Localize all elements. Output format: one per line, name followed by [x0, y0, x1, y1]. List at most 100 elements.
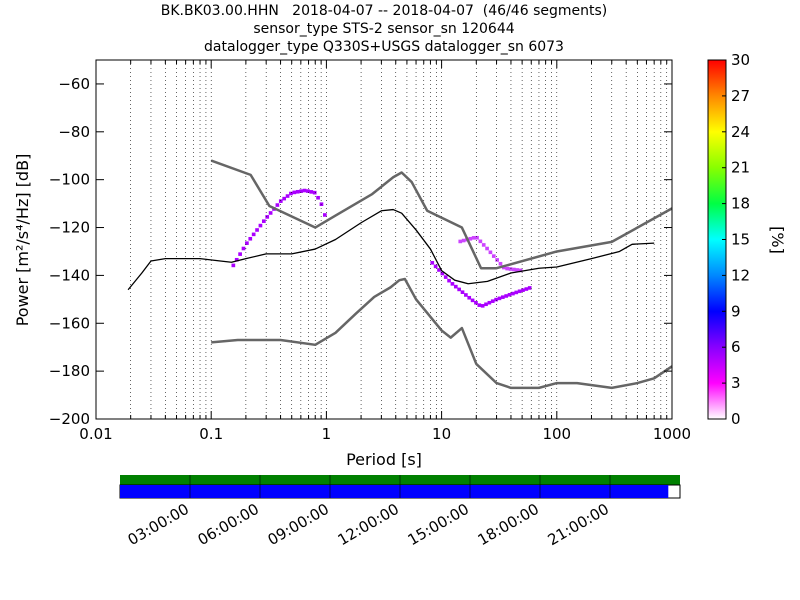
y-tick-label: −200 [49, 410, 90, 428]
outlier-high-cell [258, 223, 263, 228]
y-tick-label: −160 [49, 314, 90, 332]
outlier-mid-cell [481, 243, 486, 247]
colorbar-tick-label: 3 [731, 374, 741, 392]
outlier-mid-cell [508, 267, 513, 271]
outlier-high-cell [245, 241, 249, 245]
y-axis-label: Power [m²/s⁴/Hz] [dB] [13, 154, 32, 327]
colorbar-tick-label: 27 [731, 87, 750, 105]
outlier-low-cell [507, 292, 512, 297]
outlier-high-cell [275, 203, 280, 207]
outlier-low-cell [447, 278, 451, 283]
timeline-tick-label: 12:00:00 [335, 500, 402, 549]
outlier-low-cell [497, 296, 502, 301]
outlier-high-cell [299, 189, 303, 193]
outlier-low-cell [484, 302, 488, 307]
x-tick-label: 0.01 [79, 425, 112, 443]
outlier-low-cell [527, 286, 532, 290]
outlier-high-cell [268, 211, 273, 215]
outlier-low-cell [453, 284, 458, 289]
lower-noise-model-line [211, 277, 673, 390]
outlier-mid-cell [461, 238, 466, 243]
y-tick-label: −180 [49, 362, 90, 380]
outlier-low-cell [521, 288, 525, 292]
colorbar-tick-label: 9 [731, 302, 741, 320]
outlier-low-cell [511, 291, 515, 296]
outlier-mid-cell [468, 236, 473, 241]
colorbar-tick-label: 30 [731, 51, 750, 69]
mode-line [127, 208, 655, 291]
outlier-mid-cell [505, 266, 510, 271]
outlier-high-cell [302, 188, 307, 193]
outlier-low-cell [443, 275, 448, 279]
outlier-high-cell [285, 194, 290, 198]
outlier-high-cell [261, 219, 266, 223]
outlier-mid-cell [491, 254, 496, 258]
outlier-low-cell [524, 287, 529, 291]
outlier-high-cell [312, 190, 317, 195]
x-tick-label: 0.1 [199, 425, 223, 443]
timeline-tick-label: 21:00:00 [545, 500, 612, 549]
timeline-tick-label: 03:00:00 [125, 500, 192, 549]
outlier-high-cell [234, 257, 239, 262]
timeline-tick-label: 09:00:00 [265, 500, 332, 549]
outlier-high-cell [282, 196, 287, 201]
outlier-low-cell [490, 299, 495, 303]
vertical-grid [130, 60, 668, 419]
timeline-tick-label: 06:00:00 [195, 500, 262, 549]
outlier-low-cell [494, 297, 498, 302]
y-tick-label: −60 [58, 75, 90, 93]
x-tick-label: 1000 [653, 425, 691, 443]
outlier-low-cell [460, 290, 465, 294]
colorbar-tick-label: 18 [731, 195, 750, 213]
outlier-high-cell [306, 189, 310, 193]
x-tick-label: 10 [432, 425, 451, 443]
y-tick-label: −100 [49, 171, 90, 189]
outlier-low-cell [457, 287, 461, 292]
x-axis: 0.01 0.1 1 10 100 1000 [79, 60, 691, 443]
outlier-high-cell [248, 236, 253, 241]
outlier-high-cell [241, 246, 246, 251]
outlier-high-cell [319, 202, 324, 206]
timeline-tick-label: 15:00:00 [405, 500, 472, 549]
outlier-high-cell [316, 195, 320, 200]
y-tick-label: −80 [58, 123, 90, 141]
outlier-high-cell [231, 263, 236, 268]
outlier-high-cell [265, 215, 270, 219]
outlier-low-cell [430, 261, 435, 265]
model-curves [127, 159, 673, 390]
colorbar-tick-label: 6 [731, 338, 741, 356]
x-tick-label: 100 [542, 425, 571, 443]
outlier-mid-cell [478, 239, 483, 244]
colorbar-tick-label: 15 [731, 231, 750, 249]
outlier-low-cell [433, 264, 438, 269]
outlier-mid-cell [495, 258, 499, 262]
x-axis-label: Period [s] [346, 450, 422, 469]
colorbar-label: [%] [768, 226, 787, 254]
outlier-high-cell [323, 213, 327, 217]
colorbar-ticks: 0 3 6 9 12 15 18 21 24 27 30 [722, 51, 750, 428]
colorbar-tick-label: 21 [731, 159, 750, 177]
outlier-mid-cell [512, 267, 516, 272]
colorbar-tick-label: 12 [731, 266, 750, 284]
outlier-high-cell [255, 228, 259, 232]
x-tick-label: 1 [322, 425, 332, 443]
density-heatmap [231, 188, 532, 308]
outlier-low-cell [474, 300, 478, 305]
outlier-low-cell [504, 294, 509, 298]
y-tick-label: −120 [49, 219, 90, 237]
outlier-mid-cell [458, 239, 463, 244]
outlier-low-cell [480, 304, 485, 308]
coverage-bar [120, 485, 669, 498]
outlier-high-cell [238, 252, 242, 256]
upper-noise-model-line [210, 159, 673, 270]
outlier-mid-cell [475, 235, 479, 240]
outlier-mid-cell [471, 236, 476, 240]
plot-frame [95, 59, 673, 420]
outlier-mid-cell [515, 268, 520, 272]
outlier-low-cell [477, 303, 482, 307]
outlier-high-cell [251, 232, 256, 237]
colorbar-tick-label: 0 [731, 410, 741, 428]
outlier-low-cell [514, 290, 519, 295]
outlier-mid-cell [488, 250, 493, 255]
